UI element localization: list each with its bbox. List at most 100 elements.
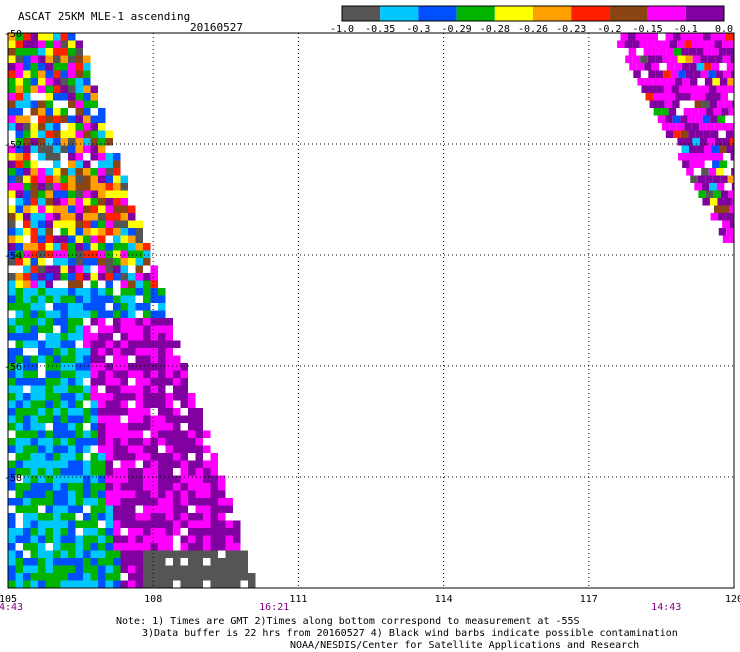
wind-cell <box>143 378 151 386</box>
wind-cell <box>673 33 681 41</box>
wind-cell <box>136 468 144 476</box>
wind-cell <box>121 543 129 551</box>
wind-cell <box>16 101 24 109</box>
wind-cell <box>670 56 678 64</box>
wind-cell <box>703 33 711 41</box>
wind-cell <box>121 446 129 454</box>
wind-cell <box>31 468 39 476</box>
wind-cell <box>23 498 31 506</box>
wind-cell <box>61 386 69 394</box>
wind-cell <box>91 536 99 544</box>
wind-cell <box>31 453 39 461</box>
wind-cell <box>16 423 24 431</box>
colorbar-swatch <box>648 6 686 21</box>
wind-cell <box>61 423 69 431</box>
wind-cell <box>113 521 121 529</box>
wind-cell <box>143 311 151 319</box>
wind-cell <box>16 461 24 469</box>
wind-cell <box>16 431 24 439</box>
wind-cell <box>188 401 196 409</box>
wind-cell <box>46 288 54 296</box>
wind-cell <box>38 551 46 559</box>
lat-tick-label: -54 <box>4 251 22 262</box>
wind-cell <box>158 416 166 424</box>
wind-cell <box>46 86 54 94</box>
wind-cell <box>233 566 241 574</box>
wind-cell <box>31 228 39 236</box>
wind-cell <box>16 206 24 214</box>
wind-cell <box>31 461 39 469</box>
wind-cell <box>76 243 84 251</box>
wind-cell <box>158 288 166 296</box>
wind-cell <box>106 281 114 289</box>
wind-cell <box>166 551 174 559</box>
wind-swath-cells <box>8 33 734 588</box>
wind-cell <box>113 183 121 191</box>
wind-cell <box>23 213 31 221</box>
wind-cell <box>709 168 717 176</box>
wind-cell <box>76 63 84 71</box>
wind-cell <box>158 491 166 499</box>
wind-cell <box>38 63 46 71</box>
wind-cell <box>53 431 61 439</box>
wind-cell <box>121 423 129 431</box>
wind-cell <box>113 266 121 274</box>
wind-cell <box>23 371 31 379</box>
wind-cell <box>136 573 144 581</box>
wind-cell <box>698 176 706 184</box>
wind-cell <box>628 33 636 41</box>
wind-cell <box>8 288 16 296</box>
wind-cell <box>158 311 166 319</box>
wind-cell <box>61 311 69 319</box>
wind-cell <box>701 153 709 161</box>
wind-cell <box>31 333 39 341</box>
wind-cell <box>674 48 682 56</box>
wind-cell <box>68 243 76 251</box>
wind-cell <box>76 41 84 49</box>
wind-cell <box>53 468 61 476</box>
wind-cell <box>158 431 166 439</box>
wind-cell <box>649 86 657 94</box>
wind-cell <box>53 318 61 326</box>
wind-cell <box>98 348 106 356</box>
wind-cell <box>61 93 69 101</box>
wind-cell <box>151 528 159 536</box>
wind-cell <box>669 123 677 131</box>
wind-cell <box>681 131 689 139</box>
wind-cell <box>46 311 54 319</box>
wind-cell <box>701 86 709 94</box>
wind-cell <box>181 468 189 476</box>
wind-cell <box>106 213 114 221</box>
wind-cell <box>136 551 144 559</box>
wind-cell <box>23 311 31 319</box>
wind-cell <box>46 108 54 116</box>
wind-cell <box>128 551 136 559</box>
wind-cell <box>23 333 31 341</box>
wind-cell <box>128 581 136 589</box>
wind-cell <box>76 558 84 566</box>
wind-cell <box>46 513 54 521</box>
wind-cell <box>68 78 76 86</box>
wind-cell <box>143 513 151 521</box>
wind-cell <box>98 266 106 274</box>
wind-cell <box>121 318 129 326</box>
wind-cell <box>106 506 114 514</box>
wind-cell <box>38 416 46 424</box>
wind-cell <box>38 183 46 191</box>
wind-cell <box>730 236 734 244</box>
wind-cell <box>98 356 106 364</box>
wind-cell <box>113 543 121 551</box>
wind-cell <box>625 56 633 64</box>
wind-cell <box>76 153 84 161</box>
wind-cell <box>38 408 46 416</box>
wind-cell <box>723 56 731 64</box>
wind-cell <box>61 221 69 229</box>
wind-cell <box>46 506 54 514</box>
wind-cell <box>91 191 99 199</box>
wind-cell <box>38 393 46 401</box>
wind-cell <box>181 521 189 529</box>
wind-cell <box>83 251 91 259</box>
wind-cell <box>121 483 129 491</box>
wind-cell <box>53 48 61 56</box>
wind-cell <box>61 468 69 476</box>
